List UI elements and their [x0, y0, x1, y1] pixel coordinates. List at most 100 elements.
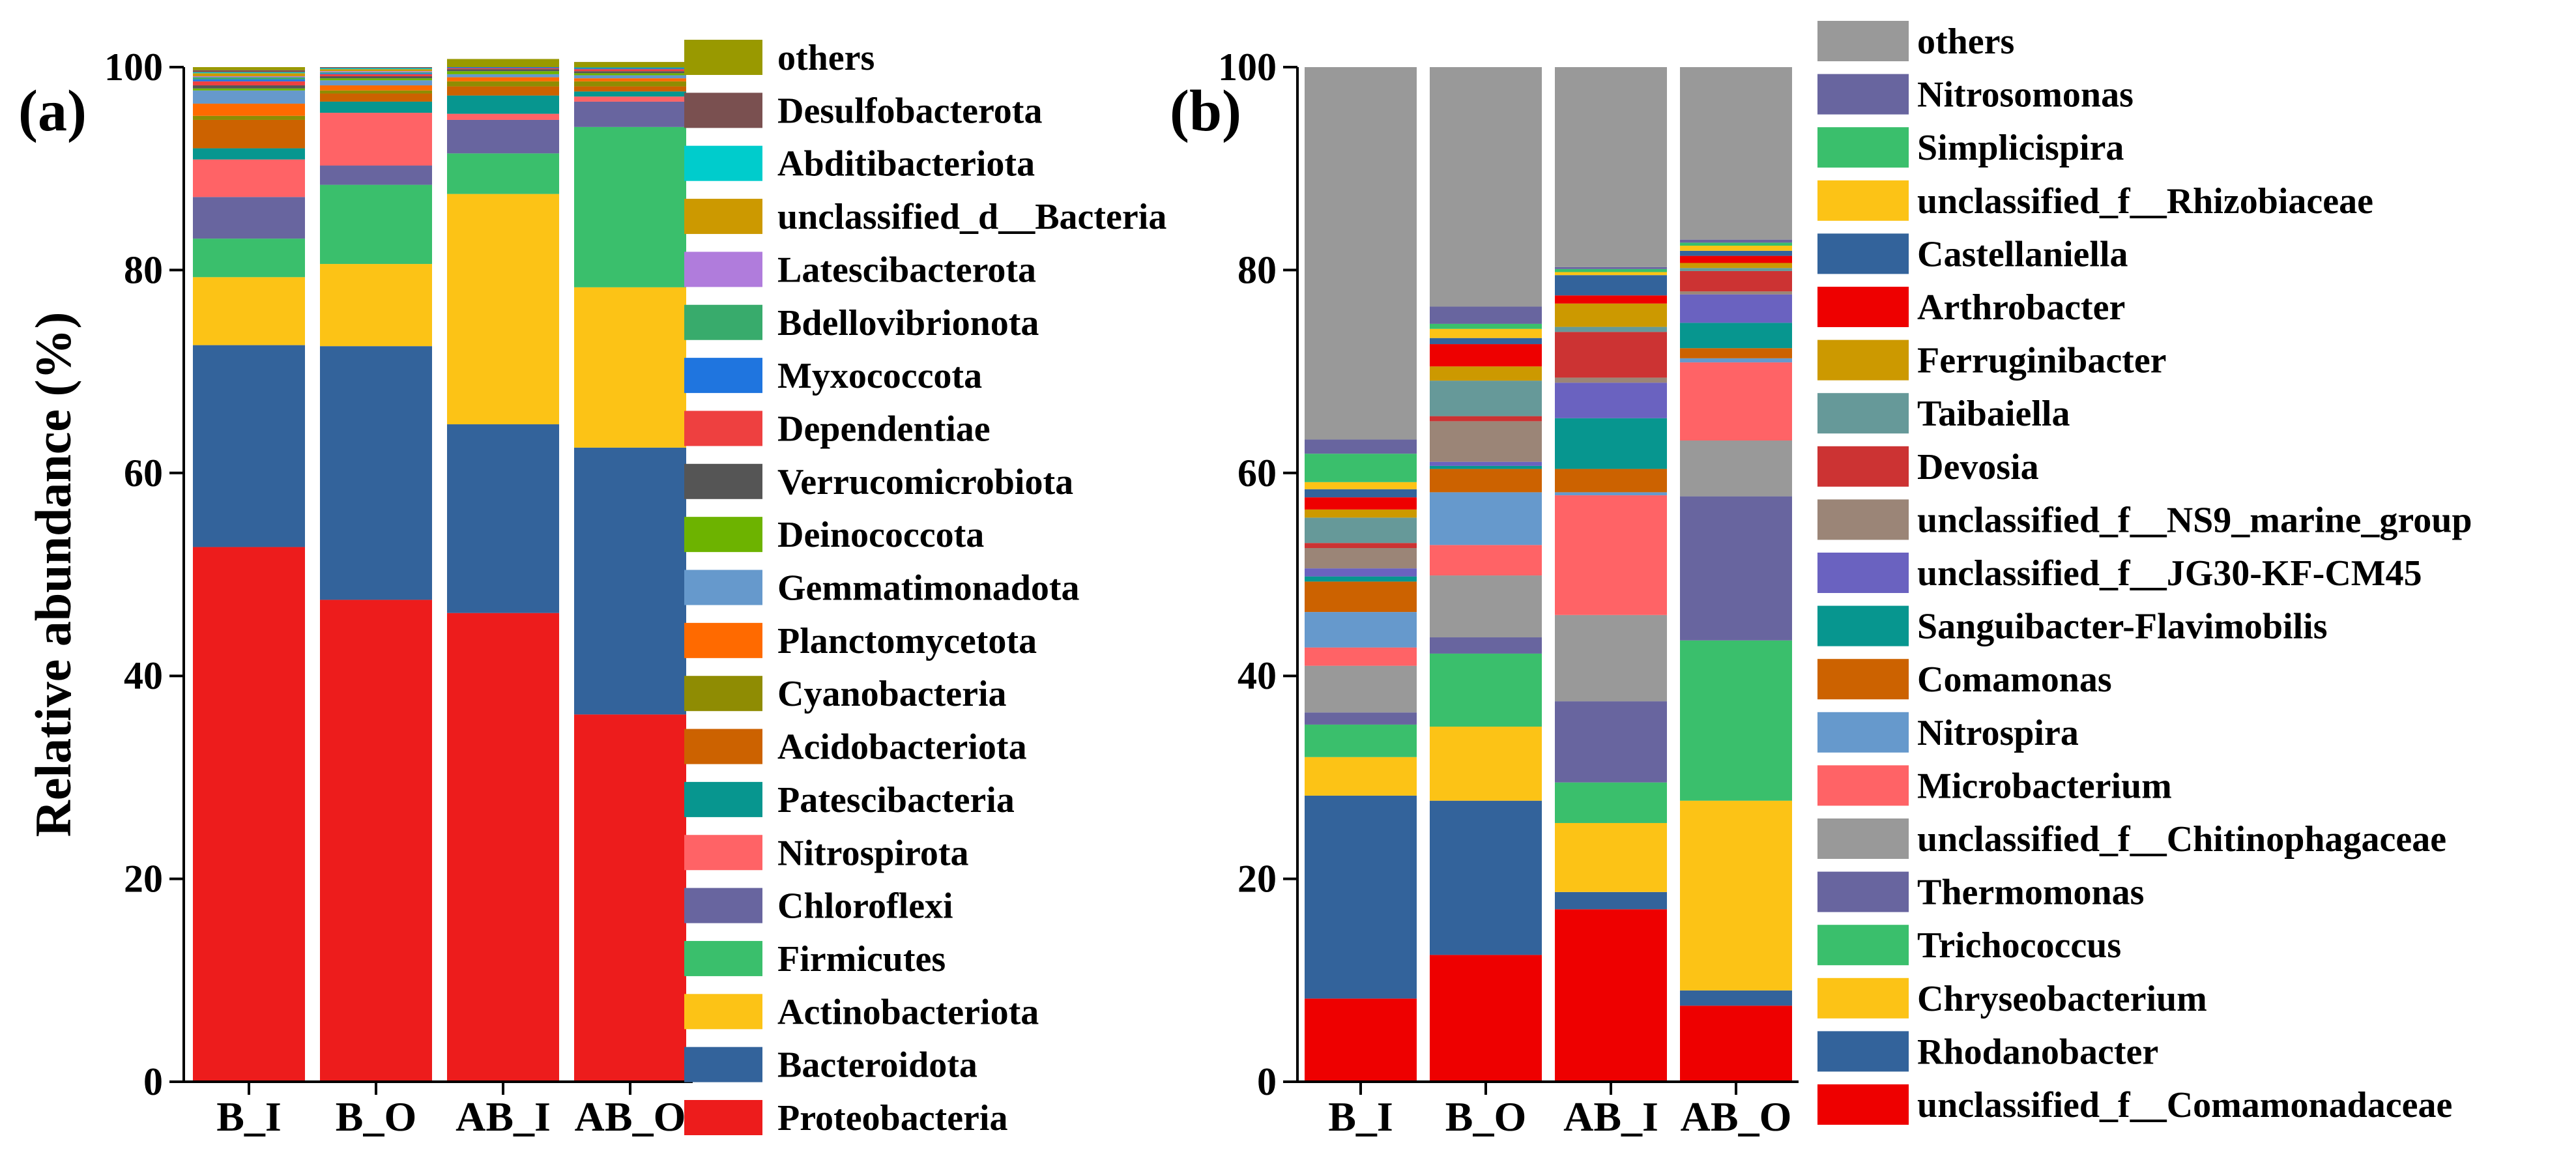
bar-segment [1555, 418, 1667, 469]
legend-swatch [684, 411, 762, 446]
legend-label: Latescibacterota [777, 250, 1036, 290]
legend-label: unclassified_f__Chitinophagaceae [1917, 819, 2446, 860]
bar-segment [1305, 757, 1417, 796]
bar-segment [1305, 612, 1417, 648]
x-tick-label: B_O [336, 1093, 416, 1140]
legend-swatch [684, 304, 762, 340]
bar-segment [193, 73, 305, 77]
y-tick-label: 20 [1237, 858, 1277, 901]
bar-segment [1430, 381, 1542, 416]
bar-segment [1555, 267, 1667, 269]
legend-label: unclassified_f__Comamonadaceae [1917, 1085, 2452, 1125]
bar-segment [447, 71, 559, 74]
bar-segment [1555, 275, 1667, 296]
legend-label: Desulfobacterota [777, 91, 1042, 131]
bar-segment [193, 115, 305, 120]
bar-segment [1305, 482, 1417, 489]
bar-segment [1430, 366, 1542, 381]
bar-segment [1680, 496, 1792, 641]
bar-segment [1680, 263, 1792, 268]
bar-segment [1680, 440, 1792, 497]
x-tick-label: B_I [216, 1093, 282, 1140]
bar-segment [1555, 891, 1667, 910]
legend-label: Dependentiae [777, 409, 991, 449]
legend-label: Nitrospira [1917, 713, 2079, 753]
legend-swatch [684, 463, 762, 499]
legend-label: Taibaiella [1917, 394, 2070, 434]
legend-label: Planctomycetota [777, 621, 1037, 661]
bar-segment [1305, 712, 1417, 725]
bar-segment [193, 277, 305, 345]
bar-segment [1555, 615, 1667, 702]
bar-segment [1430, 727, 1542, 801]
legend-label: Devosia [1917, 447, 2039, 487]
bar-segment [447, 119, 559, 154]
bar-segment [320, 72, 432, 74]
bar-segment [1680, 640, 1792, 801]
legend-label: Nitrosomonas [1917, 75, 2134, 115]
y-tick-label: 60 [1237, 452, 1277, 495]
bar-segment [447, 77, 559, 81]
bar-segment [1680, 294, 1792, 323]
bar-segment [1305, 548, 1417, 569]
bar-segment [1430, 492, 1542, 545]
x-tick-label: B_I [1328, 1093, 1393, 1140]
legend-swatch [684, 994, 762, 1030]
legend-label: Chryseobacterium [1917, 979, 2207, 1019]
bar-segment [447, 69, 559, 72]
bar-segment [1555, 822, 1667, 892]
bar-segment [574, 96, 686, 102]
bar-segment [574, 67, 686, 68]
bar-segment [1430, 338, 1542, 345]
y-tick-label: 60 [124, 452, 163, 495]
legend-label: unclassified_f__NS9_marine_group [1917, 500, 2472, 540]
bar-segment [1305, 517, 1417, 543]
bar-segment [447, 95, 559, 114]
bar-segment [1555, 272, 1667, 276]
bar-segment [1680, 242, 1792, 246]
legend-label: Deinococcota [777, 515, 984, 555]
legend-swatch [1817, 74, 1909, 115]
bar-segment [1555, 326, 1667, 332]
bar-segment [320, 93, 432, 102]
legend-swatch [684, 676, 762, 712]
legend-swatch [1817, 605, 1909, 646]
legend-label: Rhodanobacter [1917, 1032, 2158, 1072]
legend-swatch [1817, 977, 1909, 1019]
bar-segment [193, 70, 305, 72]
bar-segment [1680, 291, 1792, 295]
legend-label: Nitrospirota [777, 833, 968, 873]
legend-swatch [1817, 393, 1909, 434]
legend-swatch [684, 199, 762, 235]
bar-segment [574, 71, 686, 74]
bar-segment [1430, 469, 1542, 493]
legend-swatch [684, 517, 762, 553]
bar-segment [1680, 358, 1792, 363]
bar-segment [193, 79, 305, 81]
bar-segment [447, 68, 559, 70]
panel-b-chart: B_I B_O AB_I AB_O 0 20 40 60 80 100(b) others Nitro… [1170, 21, 2472, 1140]
legend-label: Ferruginibacter [1917, 341, 2167, 381]
bar-segment [574, 81, 686, 87]
bar-segment [1555, 701, 1667, 783]
x-tick-label: AB_O [575, 1093, 686, 1140]
legend-label: Proteobacteria [777, 1098, 1007, 1138]
bar-segment [193, 345, 305, 547]
bar-segment [320, 80, 432, 86]
bar-segment [193, 239, 305, 278]
bar-segment [574, 75, 686, 79]
bar-segment [447, 59, 559, 67]
legend-swatch [1817, 340, 1909, 381]
legend-label: Patescibacteria [777, 780, 1015, 820]
y-tick-label: 80 [1237, 248, 1277, 291]
bar-segment [1305, 665, 1417, 713]
legend-swatch [1817, 446, 1909, 487]
bar-segment [1430, 955, 1542, 1082]
bar-segment [1680, 362, 1792, 441]
bar-segment [447, 74, 559, 78]
legend-label: Bacteroidota [777, 1045, 977, 1086]
bar-segment [193, 159, 305, 197]
legend-swatch [1817, 21, 1909, 61]
legend-label: Firmicutes [777, 939, 946, 979]
bar-segment [1555, 495, 1667, 615]
